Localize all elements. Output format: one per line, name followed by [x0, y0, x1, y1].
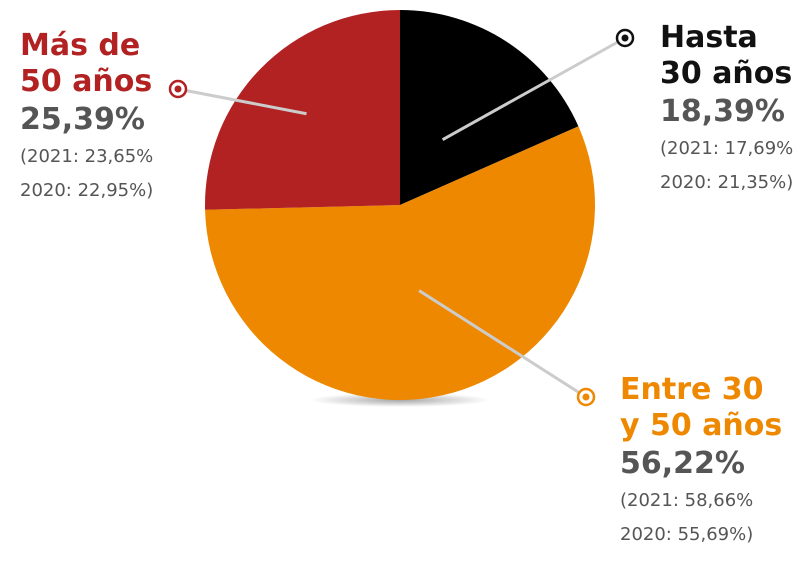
label-entre-30-y-50: Entre 30 y 50 años 56,22% (2021: 58,66% … [620, 372, 782, 552]
leader-marker-dot [621, 34, 629, 42]
slice-value-label: 18,39% [660, 94, 785, 129]
slice-prev-2020: 2020: 22,95%) [20, 180, 154, 201]
pie-shadow [310, 393, 490, 407]
slice-name-line1: Entre 30 [620, 372, 764, 407]
leader-line [177, 87, 307, 116]
slice-prev-2021: (2021: 17,69% [660, 138, 794, 159]
leader-marker-dot [174, 85, 182, 93]
pie-slice [400, 10, 579, 205]
slice-prev-2020: 2020: 55,69%) [620, 524, 754, 545]
slice-value-label: 56,22% [620, 446, 745, 481]
slice-name-line2: 30 años [660, 56, 793, 91]
label-mas-de-50: Más de 50 años 25,39% (2021: 23,65% 2020… [20, 28, 153, 208]
slice-name-line1: Hasta [660, 20, 758, 55]
slice-prev-2021: (2021: 23,65% [20, 146, 154, 167]
slice-prev-2021: (2021: 58,66% [620, 490, 754, 511]
leader-line [418, 289, 587, 399]
slice-name-line2: y 50 años [620, 408, 783, 443]
slice-name-line1: Más de [20, 28, 141, 63]
leader-line [441, 36, 626, 141]
slice-prev-2020: 2020: 21,35%) [660, 172, 794, 193]
pie-slice [205, 126, 596, 401]
slice-value-label: 25,39% [20, 102, 145, 137]
label-hasta-30: Hasta 30 años 18,39% (2021: 17,69% 2020:… [660, 20, 793, 200]
leader-marker-dot [582, 393, 590, 401]
slice-name-line2: 50 años [20, 64, 153, 99]
pie-slice [205, 10, 400, 210]
